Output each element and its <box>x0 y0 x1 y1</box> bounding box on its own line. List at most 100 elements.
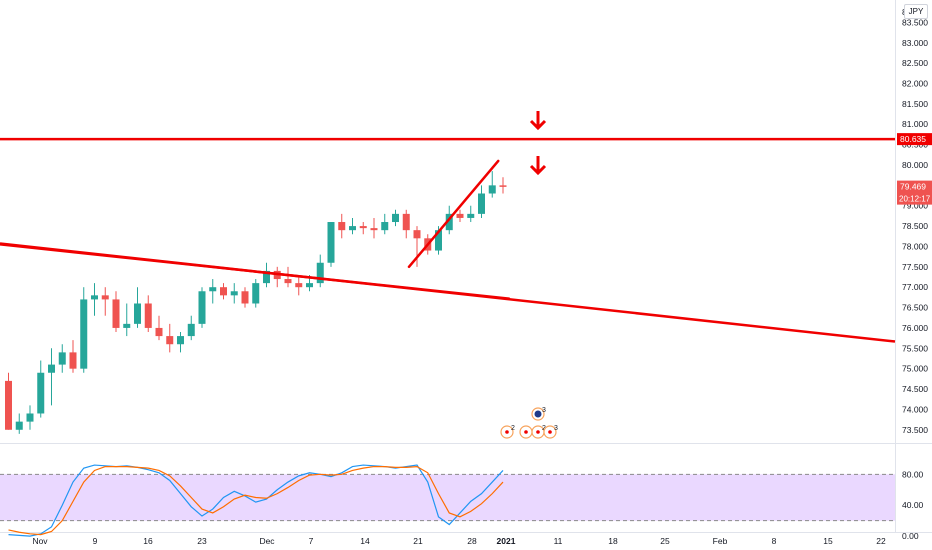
price-tick: 79.000 <box>902 201 928 211</box>
stoch-d-line <box>8 465 504 536</box>
event-count: 2 <box>542 425 546 432</box>
candle <box>198 291 206 324</box>
candle <box>123 323 131 328</box>
currency-button[interactable]: JPY <box>904 4 928 19</box>
resistance-price-label <box>897 133 932 146</box>
time-tick: 28 <box>467 536 477 546</box>
osc-tick: 0.00 <box>902 531 919 541</box>
candle <box>478 193 485 214</box>
resistance-price-text: 80.635 <box>900 134 926 144</box>
time-tick: 11 <box>554 536 563 546</box>
candle <box>101 295 109 300</box>
price-tick: 74.500 <box>902 384 928 394</box>
candle <box>144 303 152 328</box>
candle <box>359 226 367 229</box>
price-tick: 78.500 <box>902 221 928 231</box>
price-tick: 81.500 <box>902 99 928 109</box>
event-dot <box>524 430 528 434</box>
price-tick: 83.000 <box>902 38 928 48</box>
price-tick: 76.500 <box>902 303 928 313</box>
candle <box>402 213 410 231</box>
event-dot <box>505 430 509 434</box>
candle <box>349 226 356 231</box>
time-tick: 9 <box>93 536 98 546</box>
price-tick: 75.500 <box>902 343 928 353</box>
event-dot <box>536 430 540 434</box>
candle <box>306 283 313 288</box>
candle <box>338 222 346 231</box>
event-count: 3 <box>542 407 546 414</box>
candle <box>284 279 292 284</box>
price-tick: 74.000 <box>902 404 928 414</box>
stoch-k-line <box>8 464 504 537</box>
price-tick: 83.500 <box>902 17 928 27</box>
candle <box>187 323 195 337</box>
candle <box>91 295 98 300</box>
time-tick: 21 <box>413 536 423 546</box>
price-tick: 82.500 <box>902 58 928 68</box>
price-tick: 75.000 <box>902 364 928 374</box>
candle <box>241 291 249 304</box>
down-arrow-resistance-icon <box>529 119 547 131</box>
candle <box>155 327 163 337</box>
stoch-band <box>0 474 895 521</box>
event-count: 2 <box>511 425 515 432</box>
time-tick: 16 <box>143 536 153 546</box>
candle <box>316 262 324 284</box>
time-tick: Nov <box>32 536 48 546</box>
price-tick: 77.500 <box>902 262 928 272</box>
candle <box>209 287 217 292</box>
price-tick: 80.000 <box>902 160 928 170</box>
candle <box>392 213 399 223</box>
candle <box>69 352 77 369</box>
candle <box>177 336 184 345</box>
time-tick: 14 <box>360 536 370 546</box>
down-arrow-trendline-icon <box>529 164 547 176</box>
osc-tick: 40.00 <box>902 500 924 510</box>
candle <box>58 352 66 365</box>
time-tick: 7 <box>309 536 314 546</box>
time-tick: 23 <box>197 536 207 546</box>
candle <box>327 222 335 263</box>
event-dot <box>548 430 552 434</box>
event-count: 3 <box>554 425 558 432</box>
descending-trendline-extension <box>0 242 896 343</box>
current-price-label <box>897 180 932 205</box>
time-tick: 18 <box>608 536 618 546</box>
price-tick: 76.000 <box>902 323 928 333</box>
osc-tick: 80.00 <box>902 469 924 479</box>
candle <box>15 421 23 430</box>
time-tick: 25 <box>660 536 670 546</box>
price-tick: 77.000 <box>902 282 928 292</box>
price-tick: 82.000 <box>902 79 928 89</box>
candle <box>80 299 88 369</box>
candle <box>456 213 464 218</box>
time-tick: 2021 <box>497 536 516 546</box>
candle <box>445 213 453 231</box>
candle <box>166 336 174 345</box>
candle <box>488 185 496 194</box>
candle <box>263 270 270 284</box>
candle <box>252 283 260 304</box>
candle <box>230 291 238 296</box>
candle <box>467 213 475 218</box>
candle <box>370 228 378 231</box>
countdown-text: 20:12:17 <box>899 195 931 204</box>
time-tick: 22 <box>876 536 886 546</box>
flag-icon <box>534 410 542 418</box>
candle <box>499 185 507 187</box>
price-tick: 73.500 <box>902 425 928 435</box>
price-tick: 81.000 <box>902 119 928 129</box>
time-tick: 15 <box>823 536 833 546</box>
candle <box>295 283 303 288</box>
candle <box>26 413 34 422</box>
candle <box>37 372 45 414</box>
time-tick: Dec <box>259 536 275 546</box>
time-tick: 8 <box>772 536 777 546</box>
candle <box>112 299 120 328</box>
candle <box>5 380 12 430</box>
current-price-text: 79.469 <box>900 182 926 192</box>
candle <box>48 364 55 373</box>
